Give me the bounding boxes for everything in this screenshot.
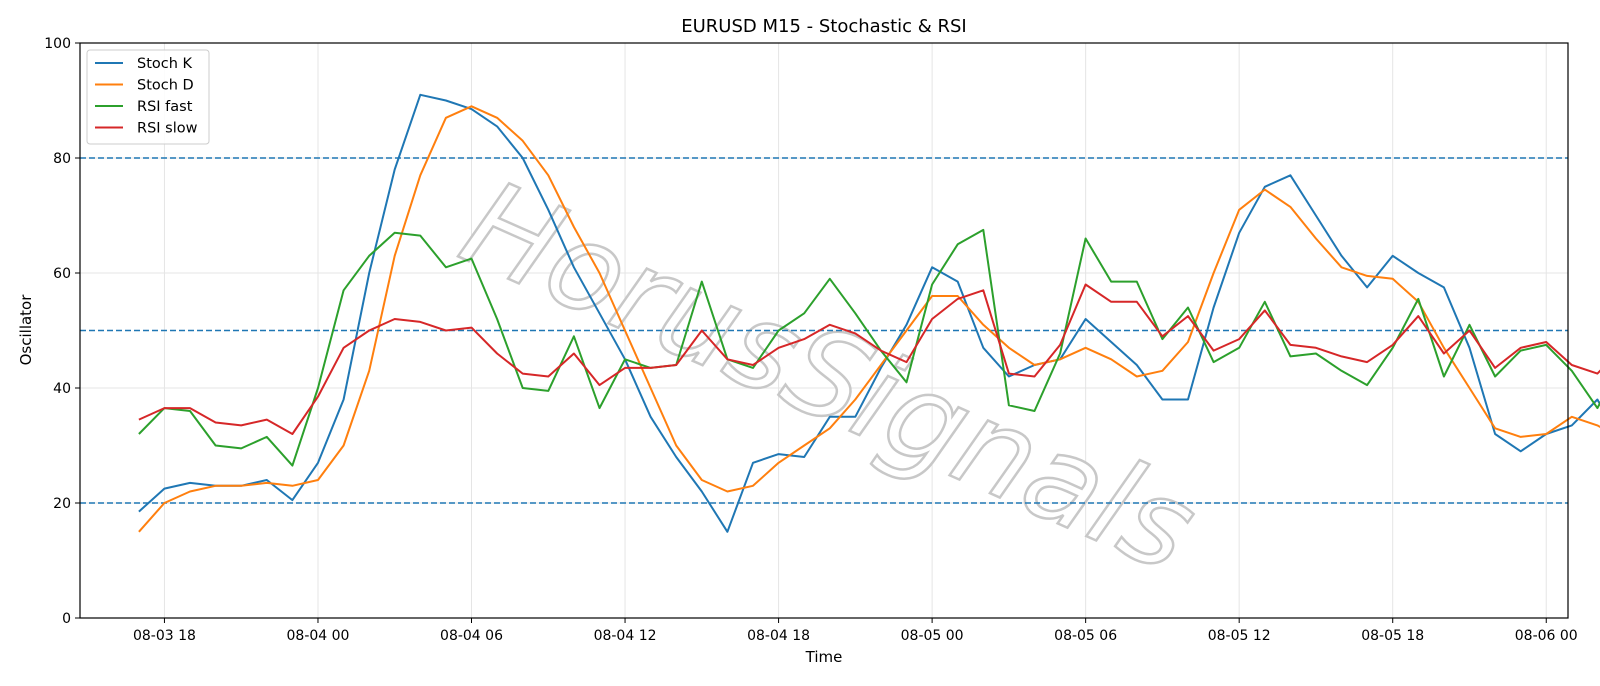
legend: Stoch K Stoch D RSI fast RSI slow (86, 49, 210, 145)
y-tick-label: 80 (53, 151, 71, 167)
reference-lines (80, 157, 1568, 504)
series-line-rsi-slow (138, 283, 1600, 435)
y-tick-label: 100 (44, 36, 71, 52)
x-axis-ticks: 08-03 18 08-04 00 08-04 06 08-04 12 08-04 18… (133, 618, 1578, 644)
y-tick-label: 60 (53, 266, 71, 282)
legend-box (86, 49, 210, 145)
x-tick-label: 08-04 12 (594, 628, 657, 644)
series-line-stoch-k (138, 93, 1600, 533)
x-tick-label: 08-05 12 (1208, 628, 1271, 644)
y-tick-label: 0 (62, 611, 71, 627)
x-tick-label: 08-06 00 (1515, 628, 1578, 644)
y-axis-label: Oscillator (17, 294, 35, 366)
legend-label: RSI slow (137, 121, 198, 137)
x-tick-label: 08-05 00 (901, 628, 964, 644)
series-lines (138, 93, 1600, 533)
x-tick-label: 08-03 18 (133, 628, 196, 644)
x-tick-label: 08-05 18 (1361, 628, 1424, 644)
x-tick-label: 08-04 00 (287, 628, 350, 644)
series-line-rsi-fast (138, 228, 1600, 467)
x-tick-label: 08-04 18 (747, 628, 810, 644)
legend-label: Stoch D (137, 78, 194, 94)
chart-title: EURUSD M15 - Stochastic & RSI (681, 16, 967, 37)
legend-label: Stoch K (137, 56, 193, 72)
x-axis-label: Time (805, 648, 843, 666)
plot-frame (79, 42, 1569, 619)
x-tick-label: 08-04 06 (440, 628, 503, 644)
y-tick-label: 40 (53, 381, 71, 397)
x-tick-label: 08-05 06 (1054, 628, 1117, 644)
series-line-stoch-d (138, 105, 1600, 533)
legend-label: RSI fast (137, 99, 193, 115)
y-tick-label: 20 (53, 496, 71, 512)
y-axis-ticks: 0 20 40 60 80 100 (44, 36, 80, 627)
